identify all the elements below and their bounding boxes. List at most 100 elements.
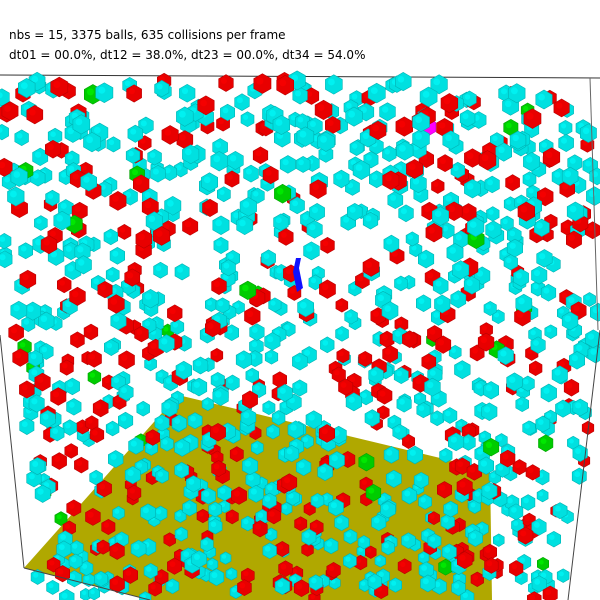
ball-highlight: [127, 469, 134, 476]
ball-highlight: [320, 466, 326, 473]
ball-highlight: [517, 311, 524, 318]
ball-highlight: [464, 94, 471, 100]
ball-highlight: [575, 448, 581, 454]
ball-highlight: [424, 205, 431, 212]
ball-highlight: [447, 430, 454, 437]
ball: [10, 300, 28, 320]
ball-highlight: [310, 277, 317, 284]
ball-highlight: [222, 107, 229, 114]
ball-highlight: [162, 439, 168, 445]
ball-highlight: [135, 178, 143, 185]
ball-highlight: [286, 448, 293, 455]
ball-highlight: [482, 325, 487, 331]
ball-highlight: [400, 561, 406, 568]
ball-highlight: [296, 519, 302, 525]
ball-highlight: [415, 116, 422, 123]
ball-highlight: [236, 97, 243, 104]
ball-highlight: [497, 465, 504, 471]
ball-highlight: [517, 399, 524, 405]
ball-highlight: [267, 485, 273, 491]
ball-highlight: [284, 324, 290, 330]
ball-highlight: [129, 488, 135, 494]
ball: [170, 318, 185, 335]
ball-highlight: [422, 578, 429, 585]
ball-highlight: [136, 329, 143, 335]
ball-highlight: [296, 583, 303, 590]
ball-highlight: [423, 531, 429, 537]
ball: [583, 292, 596, 307]
ball-highlight: [98, 542, 104, 548]
ball-highlight: [34, 151, 42, 158]
ball-highlight: [157, 572, 163, 578]
ball-highlight: [255, 523, 261, 530]
ball-highlight: [52, 391, 60, 398]
ball: [109, 247, 125, 265]
ball: [167, 304, 183, 323]
ball-highlight: [386, 238, 393, 245]
ball-highlight: [113, 377, 120, 384]
ball-highlight: [331, 455, 338, 462]
ball: [240, 111, 255, 128]
ball-highlight: [140, 138, 146, 144]
ball-highlight: [418, 405, 425, 411]
ball: [208, 501, 222, 518]
ball: [500, 215, 514, 232]
ball-highlight: [518, 297, 525, 305]
ball-highlight: [390, 194, 397, 201]
ball-highlight: [366, 154, 372, 161]
ball-highlight: [429, 370, 436, 376]
ball-highlight: [459, 481, 466, 488]
ball-highlight: [357, 275, 364, 282]
ball-highlight: [302, 214, 309, 221]
ball-highlight: [331, 364, 337, 370]
ball-highlight: [509, 376, 516, 383]
ball-highlight: [264, 546, 271, 552]
ball-highlight: [554, 171, 561, 178]
ball-highlight: [322, 240, 329, 247]
ball-highlight: [68, 401, 75, 408]
ball-highlight: [501, 88, 507, 95]
ball-highlight: [110, 298, 118, 305]
ball-highlight: [328, 565, 335, 571]
ball-highlight: [264, 496, 271, 502]
ball-highlight: [561, 137, 567, 144]
ball-highlight: [433, 312, 440, 318]
ball-highlight: [442, 225, 448, 232]
ball-highlight: [370, 87, 378, 94]
ball-highlight: [346, 312, 352, 318]
ball-highlight: [509, 230, 516, 237]
ball-highlight: [464, 426, 470, 433]
ball-highlight: [370, 577, 376, 583]
ball-highlight: [311, 206, 318, 214]
ball-highlight: [312, 183, 320, 191]
ball-highlight: [157, 471, 163, 477]
ball-highlight: [399, 398, 405, 405]
ball-highlight: [412, 178, 420, 185]
ball-highlight: [314, 269, 320, 274]
ball-highlight: [441, 451, 447, 457]
ball: [536, 488, 549, 503]
ball-highlight: [472, 574, 479, 581]
ball-highlight: [239, 582, 246, 589]
ball-highlight: [212, 351, 218, 356]
ball-highlight: [31, 369, 38, 376]
ball-highlight: [506, 199, 512, 205]
ball-highlight: [146, 566, 152, 572]
ball-highlight: [562, 183, 569, 190]
ball-highlight: [125, 191, 132, 198]
ball-highlight: [231, 587, 237, 593]
ball-highlight: [365, 215, 372, 222]
ball-highlight: [574, 471, 581, 478]
ball-highlight: [543, 387, 550, 394]
ball: [492, 533, 505, 547]
ball-highlight: [476, 270, 484, 277]
ball-highlight: [306, 91, 313, 97]
ball-highlight: [511, 507, 517, 513]
ball: [212, 215, 230, 235]
ball-highlight: [507, 177, 514, 184]
ball-highlight: [198, 511, 204, 517]
ball-highlight: [559, 361, 565, 368]
ball-highlight: [534, 522, 540, 528]
